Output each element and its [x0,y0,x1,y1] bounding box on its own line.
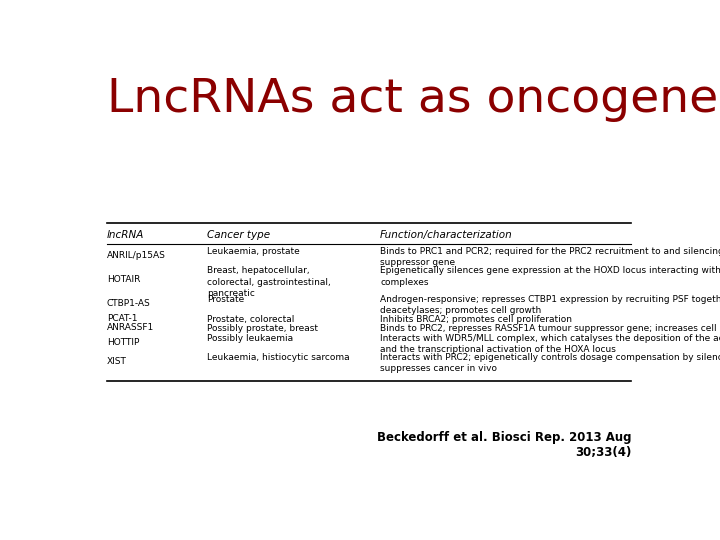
Text: Possibly leukaemia: Possibly leukaemia [207,334,293,343]
Text: Leukaemia, prostate: Leukaemia, prostate [207,247,300,256]
Text: Possibly prostate, breast: Possibly prostate, breast [207,325,318,333]
Text: HOTTIP: HOTTIP [107,338,139,347]
Text: Leukaemia, histiocytic sarcoma: Leukaemia, histiocytic sarcoma [207,353,350,362]
Text: LncRNAs act as oncogenes or TSG: LncRNAs act as oncogenes or TSG [107,77,720,122]
Text: Epigenetically silences gene expression at the HOXD locus interacting with PCR2 : Epigenetically silences gene expression … [380,266,720,287]
Text: Interacts with WDR5/MLL complex, which catalyses the deposition of the activatin: Interacts with WDR5/MLL complex, which c… [380,334,720,354]
Text: Inhibits BRCA2; promotes cell proliferation: Inhibits BRCA2; promotes cell proliferat… [380,315,572,323]
Text: ANRASSF1: ANRASSF1 [107,323,154,332]
Text: Binds to PRC1 and PCR2; required for the PRC2 recruitment to and silencing of p1: Binds to PRC1 and PCR2; required for the… [380,247,720,267]
Text: Function/characterization: Function/characterization [380,230,513,240]
Text: Prostate: Prostate [207,295,244,305]
Text: Androgen-responsive; represses CTBP1 expression by recruiting PSF together with : Androgen-responsive; represses CTBP1 exp… [380,295,720,315]
Text: lncRNA: lncRNA [107,230,144,240]
Text: Interacts with PRC2; epigenetically controls dosage compensation by silencing of: Interacts with PRC2; epigenetically cont… [380,353,720,373]
Text: Cancer type: Cancer type [207,230,270,240]
Text: PCAT-1: PCAT-1 [107,314,138,322]
Text: HOTAIR: HOTAIR [107,275,140,284]
Text: Breast, hepatocellular,
colorectal, gastrointestinal,
pancreatic: Breast, hepatocellular, colorectal, gast… [207,266,331,298]
Text: Binds to PRC2, represses RASSF1A tumour suppressor gene; increases cell prolifer: Binds to PRC2, represses RASSF1A tumour … [380,325,720,333]
Text: ANRIL/p15AS: ANRIL/p15AS [107,251,166,260]
Text: CTBP1-AS: CTBP1-AS [107,299,150,308]
Text: Prostate, colorectal: Prostate, colorectal [207,315,294,323]
Text: Beckedorff et al. Biosci Rep. 2013 Aug
30;33(4): Beckedorff et al. Biosci Rep. 2013 Aug 3… [377,431,631,458]
Text: XIST: XIST [107,357,127,366]
